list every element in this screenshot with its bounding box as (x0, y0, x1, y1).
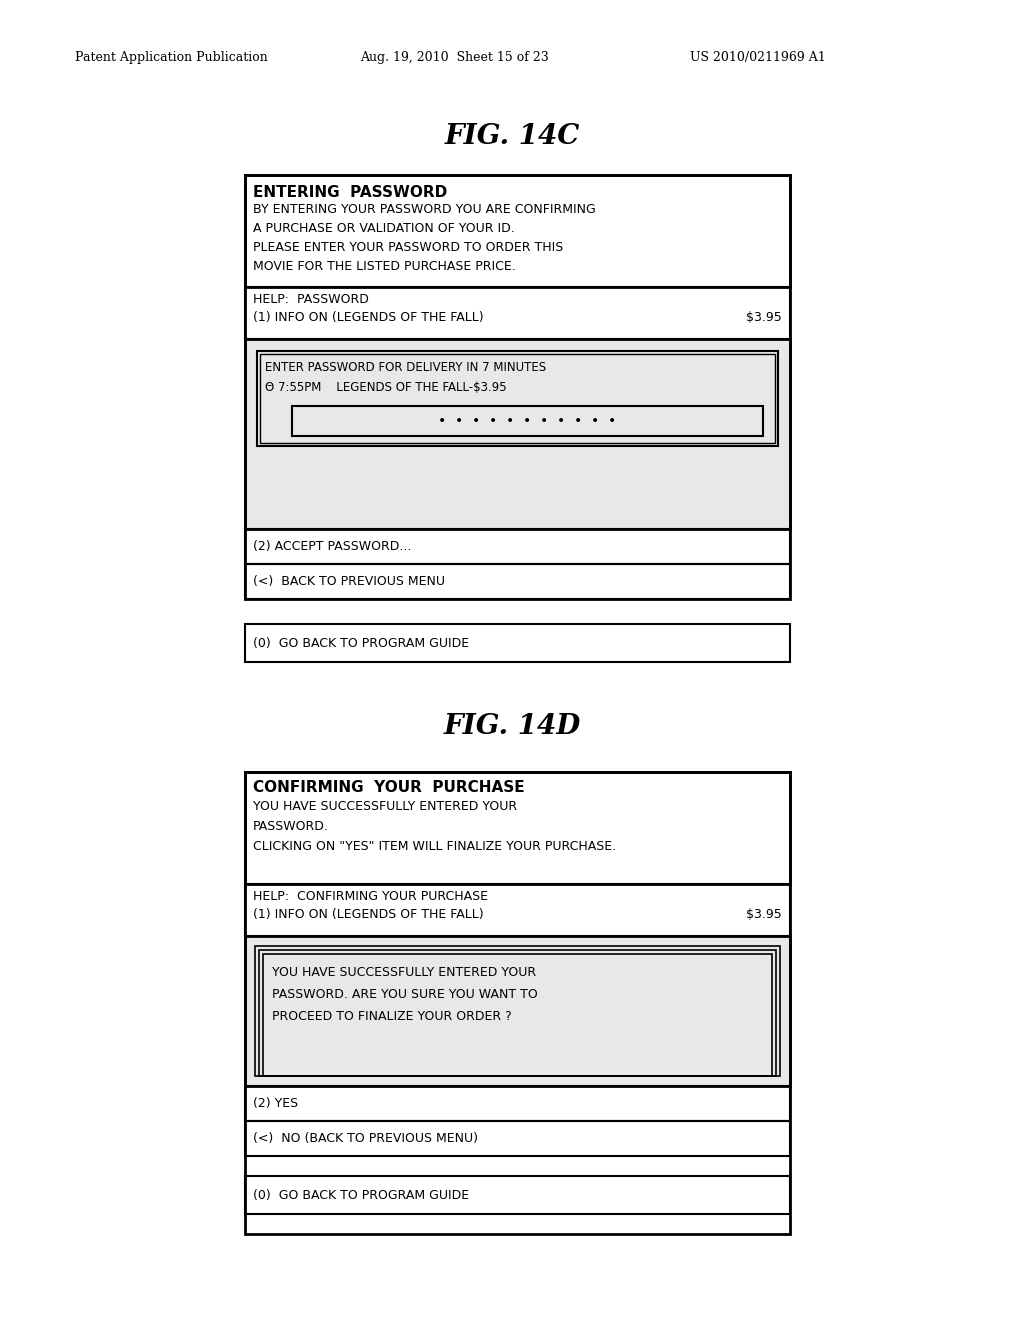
Bar (245, 772, 790, 1234)
Text: US 2010/0211969 A1: US 2010/0211969 A1 (690, 51, 825, 65)
Text: (0)  GO BACK TO PROGRAM GUIDE: (0) GO BACK TO PROGRAM GUIDE (253, 636, 469, 649)
Bar (245, 1176, 790, 1214)
Bar (245, 339, 790, 529)
Text: ENTERING  PASSWORD: ENTERING PASSWORD (253, 185, 447, 201)
Text: FIG. 14C: FIG. 14C (444, 124, 580, 150)
Text: Patent Application Publication: Patent Application Publication (75, 51, 267, 65)
Bar (257, 351, 778, 446)
Bar (245, 936, 790, 1086)
Text: CLICKING ON "YES" ITEM WILL FINALIZE YOUR PURCHASE.: CLICKING ON "YES" ITEM WILL FINALIZE YOU… (253, 840, 616, 853)
Text: (1) INFO ON (LEGENDS OF THE FALL): (1) INFO ON (LEGENDS OF THE FALL) (253, 312, 483, 323)
Bar (245, 564, 790, 599)
Text: ENTER PASSWORD FOR DELIVERY IN 7 MINUTES: ENTER PASSWORD FOR DELIVERY IN 7 MINUTES (265, 360, 546, 374)
Text: BY ENTERING YOUR PASSWORD YOU ARE CONFIRMING: BY ENTERING YOUR PASSWORD YOU ARE CONFIR… (253, 203, 596, 216)
Bar (245, 1121, 790, 1156)
Text: (2) ACCEPT PASSWORD...: (2) ACCEPT PASSWORD... (253, 540, 412, 553)
Text: $3.95: $3.95 (746, 908, 782, 921)
Text: PASSWORD.: PASSWORD. (253, 820, 329, 833)
Text: HELP:  CONFIRMING YOUR PURCHASE: HELP: CONFIRMING YOUR PURCHASE (253, 890, 488, 903)
Text: HELP:  PASSWORD: HELP: PASSWORD (253, 293, 369, 306)
Bar (245, 772, 790, 884)
Text: (<)  BACK TO PREVIOUS MENU: (<) BACK TO PREVIOUS MENU (253, 576, 445, 587)
Text: $3.95: $3.95 (746, 312, 782, 323)
Bar (245, 176, 790, 599)
Bar (245, 624, 790, 663)
Bar (260, 354, 775, 444)
Bar (292, 407, 763, 436)
Text: MOVIE FOR THE LISTED PURCHASE PRICE.: MOVIE FOR THE LISTED PURCHASE PRICE. (253, 260, 516, 273)
Text: (1) INFO ON (LEGENDS OF THE FALL): (1) INFO ON (LEGENDS OF THE FALL) (253, 908, 483, 921)
Text: (<)  NO (BACK TO PREVIOUS MENU): (<) NO (BACK TO PREVIOUS MENU) (253, 1133, 478, 1144)
Bar (259, 950, 776, 1076)
Text: CONFIRMING  YOUR  PURCHASE: CONFIRMING YOUR PURCHASE (253, 780, 524, 795)
Text: PLEASE ENTER YOUR PASSWORD TO ORDER THIS: PLEASE ENTER YOUR PASSWORD TO ORDER THIS (253, 242, 563, 253)
Text: (0)  GO BACK TO PROGRAM GUIDE: (0) GO BACK TO PROGRAM GUIDE (253, 1188, 469, 1201)
Bar (245, 176, 790, 286)
Text: FIG. 14D: FIG. 14D (443, 714, 581, 741)
Text: (2) YES: (2) YES (253, 1097, 298, 1110)
Bar (263, 954, 772, 1076)
Text: PROCEED TO FINALIZE YOUR ORDER ?: PROCEED TO FINALIZE YOUR ORDER ? (272, 1010, 512, 1023)
Text: Θ 7:55PM    LEGENDS OF THE FALL-$3.95: Θ 7:55PM LEGENDS OF THE FALL-$3.95 (265, 381, 507, 393)
Text: PASSWORD. ARE YOU SURE YOU WANT TO: PASSWORD. ARE YOU SURE YOU WANT TO (272, 987, 538, 1001)
Text: YOU HAVE SUCCESSFULLY ENTERED YOUR: YOU HAVE SUCCESSFULLY ENTERED YOUR (253, 800, 517, 813)
Text: A PURCHASE OR VALIDATION OF YOUR ID.: A PURCHASE OR VALIDATION OF YOUR ID. (253, 222, 515, 235)
Text: YOU HAVE SUCCESSFULLY ENTERED YOUR: YOU HAVE SUCCESSFULLY ENTERED YOUR (272, 966, 537, 979)
Bar (245, 1086, 790, 1121)
Text: •  •  •  •  •  •  •  •  •  •  •: • • • • • • • • • • • (438, 414, 616, 428)
Bar (245, 286, 790, 339)
Text: Aug. 19, 2010  Sheet 15 of 23: Aug. 19, 2010 Sheet 15 of 23 (360, 51, 549, 65)
Bar (245, 529, 790, 564)
Bar (245, 884, 790, 936)
Bar (255, 946, 780, 1076)
